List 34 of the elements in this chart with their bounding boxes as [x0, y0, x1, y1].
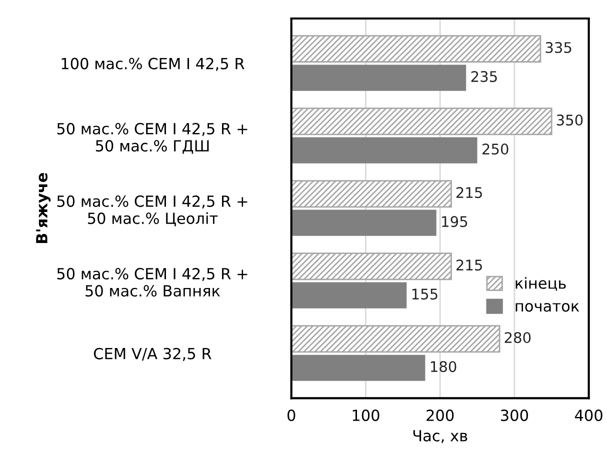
x-tick-label: 400	[574, 410, 602, 422]
bar	[291, 325, 500, 353]
bar	[291, 354, 426, 381]
y-tick-label: 50 мас.% CEM I 42,5 R + 50 мас.% ГДШ	[57, 122, 248, 154]
data-label: 195	[442, 216, 468, 228]
y-tick-label: 50 мас.% CEM I 42,5 R + 50 мас.% Цеоліт	[57, 195, 248, 226]
bar	[291, 64, 466, 91]
y-tick-label: 50 мас.% CEM I 42,5 R + 50 мас.% Вапняк	[57, 268, 248, 297]
data-label: 250	[482, 144, 508, 155]
legend-label: кінець	[516, 277, 566, 291]
bar	[291, 282, 407, 308]
data-label: 215	[456, 187, 482, 198]
x-tick-label: 300	[501, 410, 528, 422]
x-tick-label: 100	[352, 410, 380, 422]
bar	[291, 210, 436, 236]
y-tick-label: 100 мас.% CEM I 42,5 R	[62, 58, 244, 71]
bar	[291, 252, 452, 280]
x-axis-title: Час, хв	[413, 430, 468, 444]
data-label: 215	[456, 260, 482, 271]
bar	[291, 108, 552, 136]
y-axis-title: В'яжуче	[36, 173, 51, 244]
data-label: 280	[504, 332, 531, 344]
bar	[291, 180, 452, 208]
bar	[291, 137, 478, 164]
x-tick-label: 0	[288, 410, 296, 422]
legend-label: початок	[516, 303, 580, 312]
data-label: 180	[430, 361, 456, 372]
x-tick-label: 200	[426, 410, 454, 422]
data-label: 235	[471, 71, 497, 82]
data-label: 335	[546, 42, 572, 54]
y-tick-label: CEM V/A 32,5 R	[94, 348, 212, 361]
data-label: 155	[412, 288, 438, 300]
bar	[291, 35, 542, 63]
data-label: 350	[556, 114, 583, 126]
